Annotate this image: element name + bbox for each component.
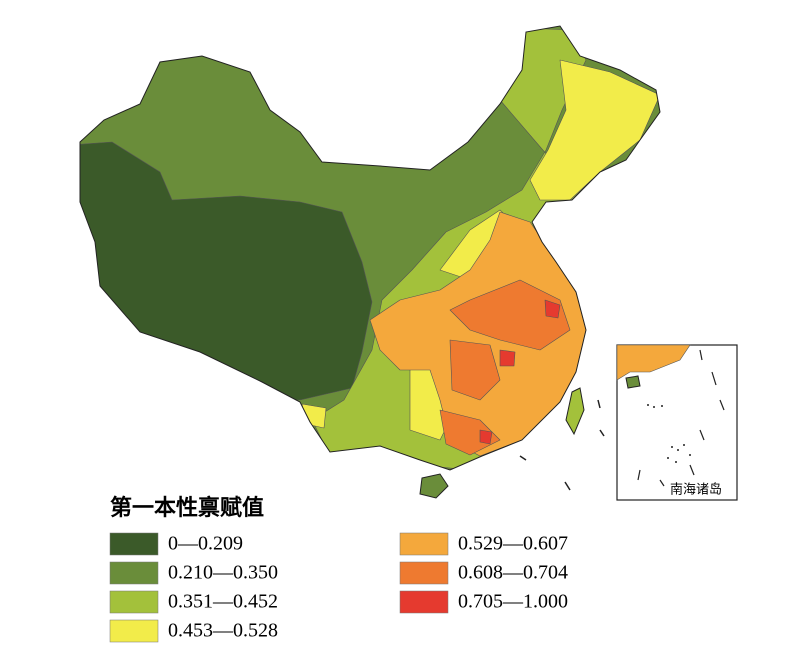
- legend-label: 0—0.209: [168, 533, 243, 555]
- hainan: [419, 473, 449, 499]
- legend-title: 第一本性禀赋值: [110, 495, 264, 520]
- legend-label: 0.453—0.528: [168, 620, 278, 642]
- legend-label: 0.529—0.607: [458, 533, 568, 555]
- legend-swatch: [109, 532, 159, 556]
- region: [449, 279, 571, 351]
- legend-label: 0.351—0.452: [168, 591, 278, 613]
- legend-label: 0.608—0.704: [458, 562, 568, 584]
- legend-swatch: [109, 619, 159, 643]
- legend-label: 0.705—1.000: [458, 591, 568, 613]
- legend: 0—0.209 0.210—0.350 0.351—0.452 0.453—0.528…: [109, 532, 568, 643]
- legend-label: 0.210—0.350: [168, 562, 278, 584]
- legend-swatch: [399, 561, 449, 585]
- legend-swatch: [399, 532, 449, 556]
- taiwan: [565, 387, 585, 436]
- region: [301, 403, 327, 429]
- region: [499, 349, 516, 367]
- south-sea-marks: [519, 399, 605, 491]
- inset-map: 南海诸岛: [616, 344, 738, 501]
- region: [544, 299, 561, 319]
- china-outline: [79, 25, 661, 471]
- legend-swatch: [399, 590, 449, 614]
- legend-swatch: [109, 561, 159, 585]
- region: [479, 429, 493, 445]
- region: [449, 339, 501, 401]
- region: [439, 409, 501, 456]
- legend-swatch: [109, 590, 159, 614]
- inset-label: 南海诸岛: [670, 482, 722, 498]
